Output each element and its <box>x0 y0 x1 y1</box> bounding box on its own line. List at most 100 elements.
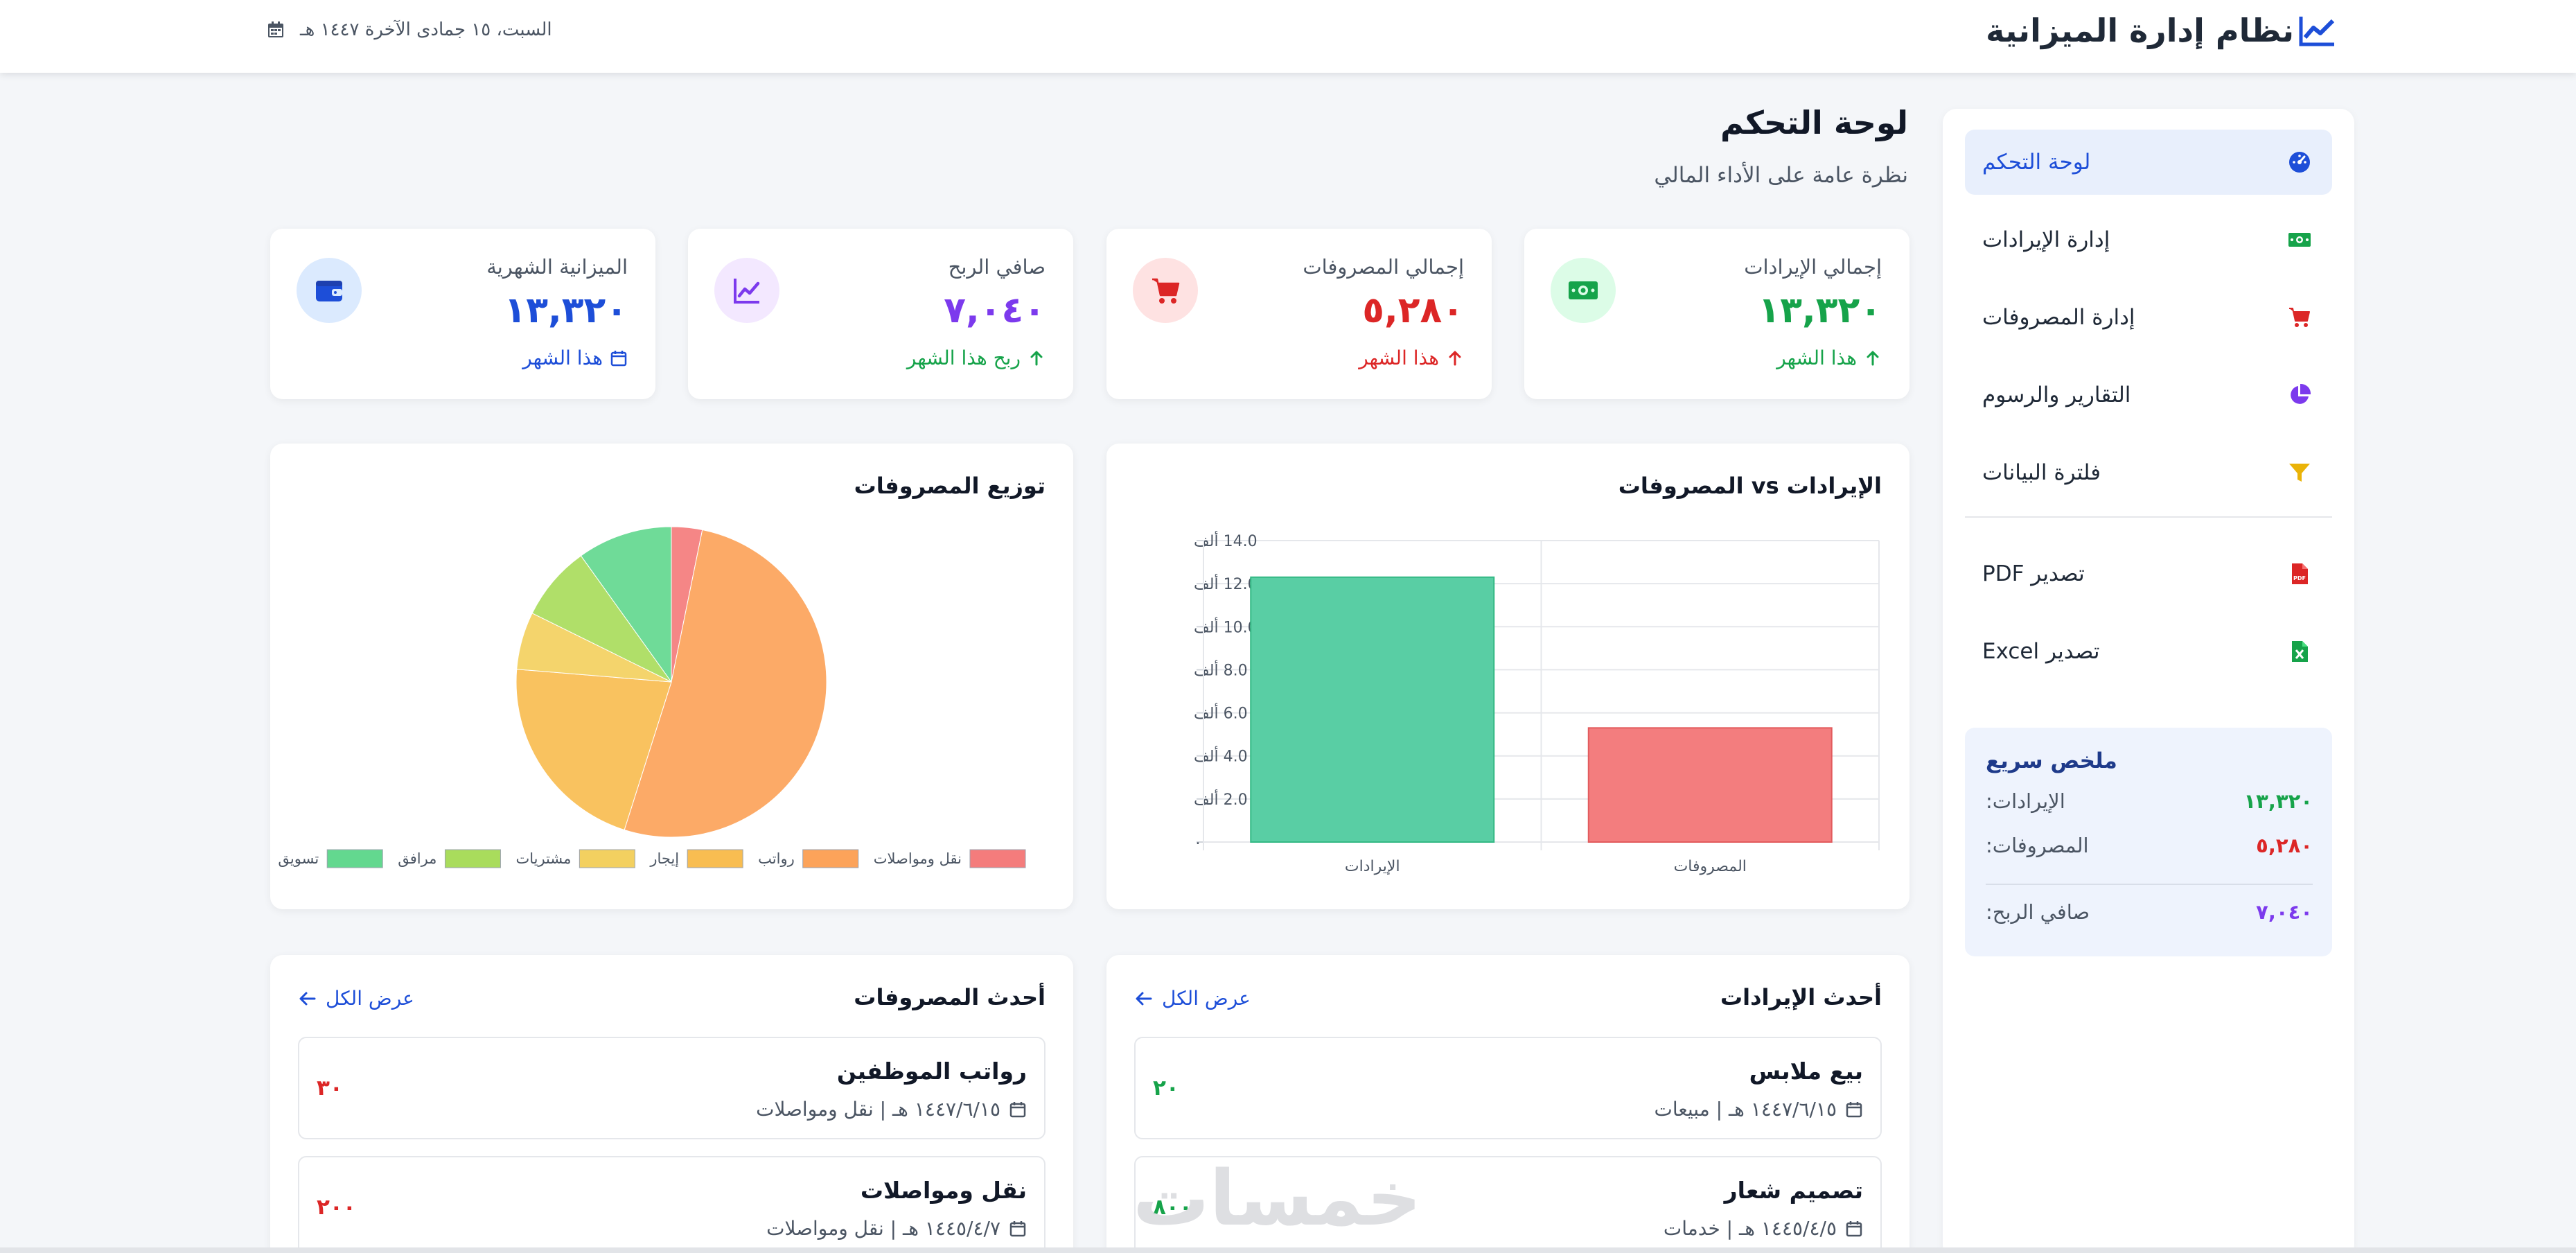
recent-expenses-panel: أحدث المصروفات عرض الكل رواتب الموظفين ١… <box>270 955 1073 1253</box>
app-brand[interactable]: نظام إدارة الميزانية <box>1986 10 2337 51</box>
legend-label: مرافق <box>398 850 436 867</box>
calendar-icon <box>610 349 628 367</box>
sidebar-divider <box>1965 516 2332 518</box>
item-title: بيع ملابس <box>1749 1058 1863 1085</box>
stat-note: هذا الشهر <box>1776 347 1882 369</box>
stat-note: هذا الشهر <box>1359 347 1464 369</box>
wallet-icon <box>314 275 344 306</box>
legend-swatch <box>326 849 383 868</box>
pie-chart: نقل ومواصلات رواتب إيجار مشتريات مرافق تسويق <box>278 526 1026 868</box>
summary-expenses-label: المصروفات: <box>1986 834 2089 857</box>
bar-chart-title: الإيرادات vs المصروفات <box>1618 473 1882 499</box>
calendar-icon <box>1009 1101 1027 1119</box>
bar-chart-panel: الإيرادات vs المصروفات ٠ 2.0 ألف 4.0 ألف 6.… <box>1106 444 1909 909</box>
sidebar-item-label: تصدير Excel <box>1982 639 2100 664</box>
item-title: رواتب الموظفين <box>836 1058 1027 1085</box>
stat-icon <box>1551 258 1616 323</box>
x-tick-label: الإيرادات <box>1345 858 1400 875</box>
summary-revenue-value: ١٣,٣٢٠ <box>2243 789 2313 813</box>
sidebar-item-label: فلترة البيانات <box>1982 460 2101 485</box>
pie-chart-title: توزيع المصروفات <box>854 473 1046 499</box>
sidebar-item-filter[interactable]: فلترة البيانات <box>1965 440 2332 505</box>
stat-label: إجمالي الإيرادات <box>1744 255 1882 279</box>
bar <box>1250 576 1495 843</box>
revenue-list-item[interactable]: بيع ملابس ١٤٤٧/٦/١٥ هـ | مبيعات ٢٠ <box>1134 1037 1882 1139</box>
dashboard-gauge-icon <box>2286 149 2313 175</box>
arrow-up-icon <box>1446 349 1464 367</box>
view-all-text: عرض الكل <box>1162 987 1251 1010</box>
sidebar-item-revenue[interactable]: إدارة الإيرادات <box>1965 207 2332 272</box>
stat-label: إجمالي المصروفات <box>1303 255 1464 279</box>
item-amount: ٢٠ <box>1153 1076 1179 1101</box>
stat-icon <box>714 258 779 323</box>
legend-label: نقل ومواصلات <box>874 850 962 867</box>
item-meta: ١٤٤٧/٦/١٥ هـ | مبيعات <box>1654 1098 1863 1121</box>
top-header: نظام إدارة الميزانية السبت، ١٥ جمادى الآ… <box>0 0 2576 73</box>
sidebar-item-label: التقارير والرسوم <box>1982 383 2131 408</box>
pie-chart-icon <box>2286 382 2313 408</box>
revenue-list-item[interactable]: تصميم شعار ١٤٤٥/٤/٥ هـ | خدمات ٨٠٠ <box>1134 1156 1882 1253</box>
sidebar-item-reports[interactable]: التقارير والرسوم <box>1965 362 2332 428</box>
excel-file-icon <box>2286 638 2313 665</box>
quick-summary-title: ملخص سريع <box>1986 748 2117 773</box>
stat-card-revenue: إجمالي الإيرادات ١٣,٣٢٠ هذا الشهر <box>1524 229 1909 399</box>
summary-profit-label: صافي الربح: <box>1986 900 2090 924</box>
date-text: السبت، ١٥ جمادى الآخرة ١٤٤٧ هـ <box>300 19 552 40</box>
view-all-revenue-link[interactable]: عرض الكل <box>1134 987 1251 1010</box>
pie-slice <box>580 526 672 683</box>
sidebar-item-export-excel[interactable]: تصدير Excel <box>1965 619 2332 684</box>
recent-revenue-title: أحدث الإيرادات <box>1720 984 1882 1010</box>
app-title: نظام إدارة الميزانية <box>1986 12 2294 49</box>
item-meta: ١٤٤٧/٦/١٥ هـ | نقل ومواصلات <box>756 1098 1027 1121</box>
legend-swatch <box>579 849 635 868</box>
arrow-left-icon <box>298 989 317 1008</box>
money-bill-icon <box>1568 275 1598 306</box>
sidebar-item-dashboard[interactable]: لوحة التحكم <box>1965 130 2332 195</box>
arrow-left-icon <box>1134 989 1154 1008</box>
stat-label: صافي الربح <box>948 255 1046 279</box>
stat-note-text: هذا الشهر <box>1359 347 1439 369</box>
item-amount: ٨٠٠ <box>1153 1195 1192 1220</box>
calendar-icon <box>1845 1220 1863 1238</box>
summary-expenses-value: ٥,٢٨٠ <box>2256 834 2313 857</box>
stat-card-net-profit: صافي الربح ٧,٠٤٠ ربح هذا الشهر <box>688 229 1073 399</box>
shopping-cart-icon <box>2286 304 2313 331</box>
legend-label: تسويق <box>278 850 319 867</box>
stat-note-text: هذا الشهر <box>1776 347 1857 369</box>
stat-note: هذا الشهر <box>522 347 628 369</box>
stat-value: ١٣,٣٢٠ <box>504 290 628 331</box>
shopping-cart-icon <box>1150 275 1181 306</box>
y-tick-label: 8.0 ألف <box>1194 660 1248 679</box>
stat-icon <box>1133 258 1198 323</box>
y-tick-label: ٠ <box>1194 834 1202 852</box>
y-tick-label: 2.0 ألف <box>1194 789 1248 809</box>
sidebar-item-label: لوحة التحكم <box>1982 150 2091 175</box>
legend-swatch <box>687 849 743 868</box>
bar <box>1587 727 1833 843</box>
legend-swatch <box>969 849 1026 868</box>
stat-note-text: ربح هذا الشهر <box>906 347 1021 369</box>
pie-chart-panel: توزيع المصروفات نقل ومواصلات رواتب إيجار مش… <box>270 444 1073 909</box>
summary-expenses-row: ٥,٢٨٠ المصروفات: <box>1986 830 2313 861</box>
y-tick-label: 6.0 ألف <box>1194 703 1248 723</box>
expense-list-item[interactable]: نقل ومواصلات ١٤٤٥/٤/٧ هـ | نقل ومواصلات … <box>298 1156 1046 1253</box>
legend-swatch <box>802 849 859 868</box>
stat-card-monthly-budget: الميزانية الشهرية ١٣,٣٢٠ هذا الشهر <box>270 229 655 399</box>
sidebar-item-label: تصدير PDF <box>1982 561 2085 586</box>
page-subtitle: نظرة عامة على الأداء المالي <box>1654 163 1908 188</box>
summary-revenue-row: ١٣,٣٢٠ الإيرادات: <box>1986 786 2313 816</box>
sidebar-item-export-pdf[interactable]: PDF تصدير PDF <box>1965 541 2332 606</box>
y-tick-label: 4.0 ألف <box>1194 746 1248 766</box>
sidebar-item-expenses[interactable]: إدارة المصروفات <box>1965 285 2332 350</box>
item-meta-text: ١٤٤٥/٤/٥ هـ | خدمات <box>1663 1217 1837 1240</box>
item-meta-text: ١٤٤٧/٦/١٥ هـ | مبيعات <box>1654 1098 1837 1121</box>
summary-revenue-label: الإيرادات: <box>1986 789 2065 813</box>
sidebar-item-label: إدارة الإيرادات <box>1982 227 2110 252</box>
summary-profit-value: ٧,٠٤٠ <box>2256 900 2313 924</box>
expense-list-item[interactable]: رواتب الموظفين ١٤٤٧/٦/١٥ هـ | نقل ومواصل… <box>298 1037 1046 1139</box>
view-all-expenses-link[interactable]: عرض الكل <box>298 987 414 1010</box>
watermark-logo: خمسات <box>1133 1154 1422 1243</box>
summary-divider <box>1986 884 2313 885</box>
svg-text:PDF: PDF <box>2293 575 2306 581</box>
item-amount: ٣٠ <box>317 1076 343 1101</box>
